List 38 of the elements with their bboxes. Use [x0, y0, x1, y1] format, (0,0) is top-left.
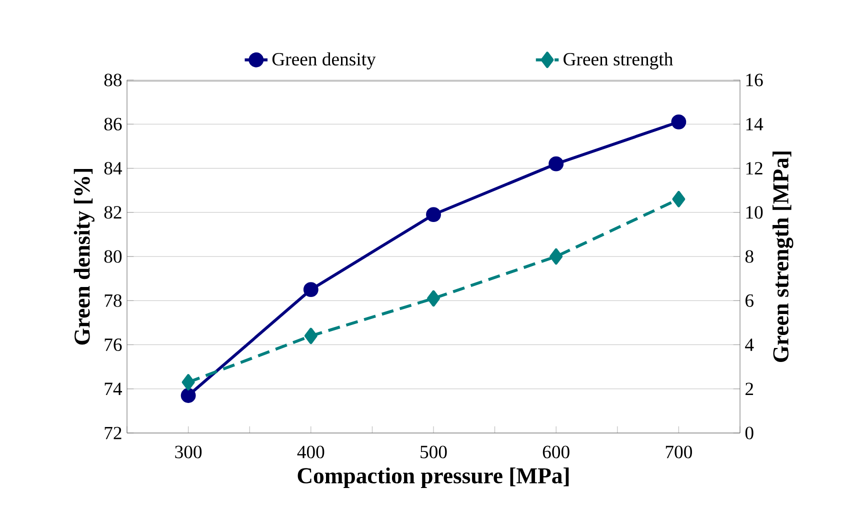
y2-tick-label: 0 — [745, 426, 754, 440]
y2-tick-label: 12 — [746, 162, 762, 174]
point — [426, 207, 441, 222]
y2-tick-label: 16 — [746, 74, 763, 86]
x-tick-label: 300 — [175, 446, 202, 458]
y2-tick-label: 2 — [746, 382, 754, 396]
y-tick-label: 78 — [104, 294, 122, 307]
point — [182, 374, 195, 390]
x-tick-label: 500 — [420, 446, 447, 458]
legend-label: Green strength — [564, 52, 673, 70]
y2-tick-label: 6 — [746, 294, 754, 307]
y-tick-label: 80 — [104, 250, 122, 263]
point — [180, 388, 196, 403]
y2-tick-label: 8 — [745, 250, 754, 263]
legend-label: Green density — [272, 52, 376, 70]
x-axis-title: Compaction pressure [MPa] — [298, 467, 569, 488]
point — [427, 290, 440, 307]
point — [672, 191, 686, 208]
point — [550, 248, 563, 265]
x-tick-label: 700 — [666, 446, 692, 458]
point — [671, 114, 686, 130]
point — [304, 328, 318, 344]
y-tick-label: 74 — [104, 382, 122, 396]
y2-tick-label: 10 — [746, 206, 763, 219]
y-tick-label: 82 — [104, 206, 122, 219]
y2-tick-label: 14 — [746, 118, 764, 130]
y-tick-label: 72 — [104, 426, 122, 440]
y2-tick-label: 4 — [745, 338, 754, 351]
y-tick-label: 86 — [104, 118, 122, 130]
x-tick-label: 600 — [542, 446, 570, 458]
y2-axis-title: Green strength [MPa] — [772, 152, 794, 362]
x-tick-label: 400 — [297, 446, 324, 458]
y-axis-title: Green density [%] — [74, 169, 94, 345]
y-tick-label: 84 — [104, 162, 122, 175]
point — [548, 156, 564, 172]
y-tick-label: 76 — [104, 338, 122, 352]
y-tick-label: 88 — [104, 74, 122, 86]
point — [303, 282, 318, 298]
